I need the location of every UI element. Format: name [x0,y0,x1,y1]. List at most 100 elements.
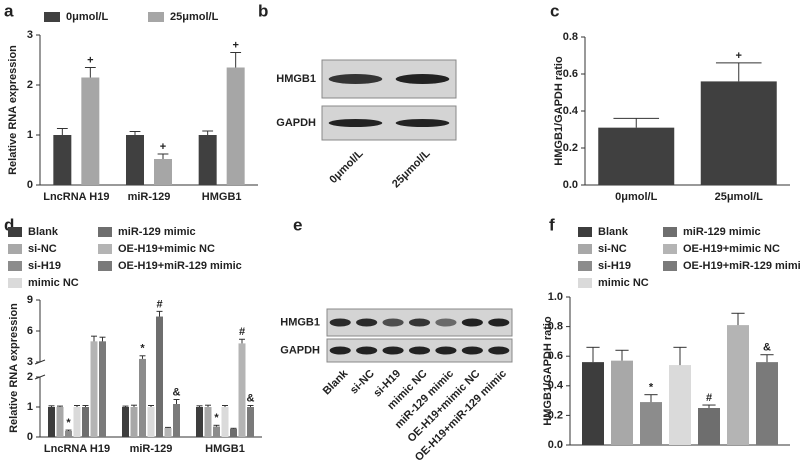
error-bar [48,405,55,407]
error-bar [139,355,146,359]
legend-label: si-H19 [598,260,631,272]
error-bar [99,336,106,342]
blot-band [382,318,404,327]
error-bar [230,427,237,429]
error-bar [82,405,89,407]
significance-mark: + [232,39,238,51]
blot-band [461,318,483,327]
significance-mark: + [160,141,166,153]
legend-label: miR-129 mimic [118,226,196,238]
y-tick-label: 0.8 [563,31,578,43]
lane-label: Blank [321,367,351,397]
y-tick-label: 1 [27,401,33,413]
bar [154,159,172,185]
significance-mark: * [649,382,654,394]
blot-band [328,119,383,127]
error-bar [202,130,214,135]
significance-mark: * [66,417,71,429]
panel-letter: a [4,1,14,20]
legend-swatch [98,244,112,254]
y-tick-label: 0.4 [548,380,564,392]
bar [196,407,203,437]
bar [56,407,64,437]
bar [238,343,246,437]
bar [582,362,604,445]
error-bar [673,346,687,366]
error-bar [131,404,137,407]
bar [73,407,81,437]
x-tick-label: miR-129 [128,191,171,203]
error-bar [222,405,228,407]
legend-swatch [8,227,22,237]
error-bar [731,312,745,326]
bar [173,404,180,437]
x-tick-label: LncRNA H19 [43,191,109,203]
significance-mark: + [87,54,93,66]
bar [90,341,98,437]
y-axis-label: Relative RNA expression [8,303,20,433]
bar [727,325,749,445]
y-tick-label: 9 [27,294,33,306]
bar [139,358,146,437]
significance-mark: # [156,298,162,310]
y-tick-label: 3 [27,29,33,41]
y-tick-label: 1 [27,129,33,141]
x-tick-label: HMGB1 [205,443,245,455]
bar [611,360,633,445]
panel-letter: d [4,215,14,234]
y-tick-label: 0.6 [548,350,563,362]
bar [122,407,129,437]
error-bar [122,405,129,407]
lane-label: 25μmol/L [390,147,433,190]
bar [164,428,172,437]
bar [126,135,144,185]
bar [130,407,138,437]
x-tick-label: 25μmol/L [715,191,764,203]
error-bar [702,404,716,408]
y-axis-label: HMGB1/GAPDH ratio [553,56,565,166]
x-tick-label: miR-129 [130,443,173,455]
error-bar [586,346,600,363]
bar [53,135,72,185]
legend-swatch [578,261,592,271]
y-tick-label: 0.4 [563,105,579,117]
lane-label: 0μmol/L [327,147,366,186]
blot-band [435,346,457,355]
legend-label: mimic NC [598,277,649,289]
legend-label: 25μmol/L [170,11,219,23]
error-bar [65,429,72,431]
legend-swatch [578,227,592,237]
error-bar [247,405,254,407]
blot-band [461,346,483,355]
error-bar [91,335,97,342]
legend-label: Blank [28,226,59,238]
y-tick-label: 1.0 [548,291,563,303]
bar [156,316,163,437]
legend-swatch [663,261,677,271]
legend-swatch [8,261,22,271]
error-bar [156,310,163,317]
blot-row-label: GAPDH [280,344,320,356]
y-tick-label: 3 [27,356,33,368]
legend-label: OE-H19+mimic NC [683,243,780,255]
bar [226,67,245,185]
blot-band [356,346,378,355]
y-tick-label: 0.0 [548,439,563,451]
panel-letter: f [549,215,555,234]
blot-band [328,74,383,84]
blot-band [435,318,457,327]
error-bar [644,394,658,403]
blot-band [488,346,510,355]
error-bar [173,399,180,404]
bar [147,407,155,437]
legend-label: si-NC [598,243,627,255]
error-bar [613,117,660,128]
significance-mark: & [763,342,771,354]
legend-swatch [578,244,592,254]
blot-row-label: HMGB1 [280,316,320,328]
bar [99,341,106,437]
significance-mark: # [706,392,712,404]
blot-band [395,119,450,127]
legend-swatch [663,227,677,237]
